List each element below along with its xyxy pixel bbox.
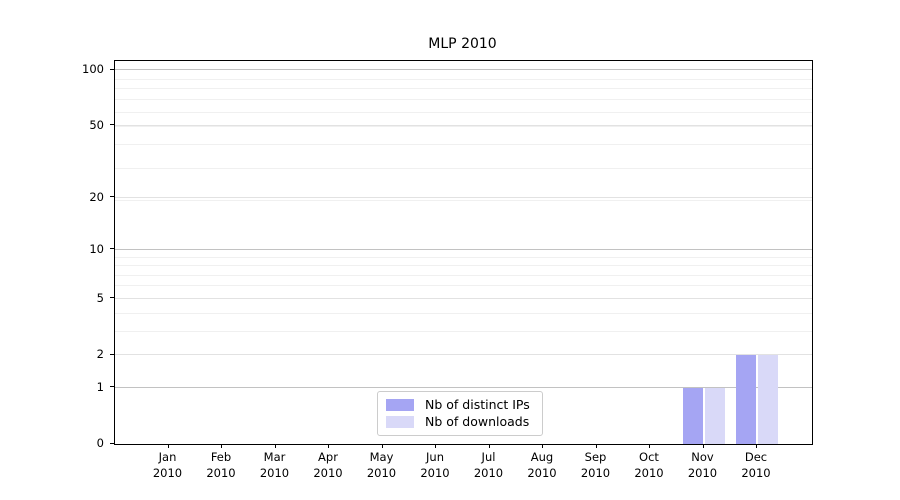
x-tick-month: Nov xyxy=(691,450,714,464)
bar-downloads xyxy=(758,355,778,444)
y-tick-mark xyxy=(110,196,114,197)
gridline xyxy=(115,330,812,332)
x-tick-mark xyxy=(221,444,222,448)
gridline xyxy=(115,248,812,250)
x-tick-mark xyxy=(702,444,704,448)
bar-downloads xyxy=(704,387,725,444)
chart-title: MLP 2010 xyxy=(428,36,497,52)
y-tick-label: 1 xyxy=(96,379,104,394)
x-tick-month: Feb xyxy=(210,450,232,464)
gridline xyxy=(115,297,812,299)
x-tick-year: 2010 xyxy=(527,466,557,480)
x-tick-label: Apr 2010 xyxy=(298,449,358,481)
x-tick-label: Dec 2010 xyxy=(726,449,786,481)
x-tick-year: 2010 xyxy=(206,466,236,480)
y-tick-mark xyxy=(110,68,114,70)
x-tick-month: Jun xyxy=(426,450,444,464)
gridline xyxy=(115,111,812,113)
gridline xyxy=(115,126,812,128)
x-tick-year: 2010 xyxy=(259,466,290,480)
x-tick-mark xyxy=(542,444,543,448)
gridline xyxy=(115,78,812,80)
x-tick-year: 2010 xyxy=(366,466,397,480)
x-tick-year: 2010 xyxy=(473,466,504,480)
gridline xyxy=(115,285,812,287)
y-tick-label: 2 xyxy=(96,347,104,362)
y-tick-label: 50 xyxy=(89,117,104,132)
y-tick-label: 10 xyxy=(89,241,104,256)
gridline xyxy=(115,88,812,90)
gridline xyxy=(115,312,812,314)
x-tick-month: Jan xyxy=(158,450,177,464)
gridline xyxy=(115,256,812,258)
x-tick-label: Mar 2010 xyxy=(245,449,305,481)
x-tick-year: 2010 xyxy=(420,466,450,480)
x-tick-month: Oct xyxy=(639,450,659,464)
x-tick-label: May 2010 xyxy=(352,449,412,481)
y-tick-label: 0 xyxy=(96,436,104,450)
x-tick-month: Apr xyxy=(318,450,338,464)
x-tick-mark xyxy=(756,444,757,448)
gridline xyxy=(115,200,812,202)
x-tick-month: May xyxy=(369,450,394,464)
x-tick-month: Jul xyxy=(481,450,496,464)
x-tick-label: Jul 2010 xyxy=(459,449,519,481)
gridline xyxy=(115,124,812,126)
bar-distinct-ips xyxy=(736,355,756,444)
x-tick-mark xyxy=(328,444,329,448)
x-tick-mark xyxy=(167,444,169,448)
gridline xyxy=(115,196,812,198)
legend-label-downloads: Nb of downloads xyxy=(425,414,530,429)
x-tick-label: Aug 2010 xyxy=(512,449,572,481)
y-tick-label: 100 xyxy=(82,62,104,77)
x-tick-mark xyxy=(274,444,276,448)
gridline xyxy=(115,99,812,101)
x-tick-mark xyxy=(595,444,597,448)
y-tick-label: 20 xyxy=(89,189,104,204)
x-tick-label: Jun 2010 xyxy=(405,449,465,481)
x-tick-label: Nov 2010 xyxy=(673,449,733,481)
legend-swatch-distinct-ips xyxy=(386,399,414,411)
x-tick-year: 2010 xyxy=(741,466,771,480)
x-tick-label: Oct 2010 xyxy=(619,449,679,481)
x-tick-month: Dec xyxy=(744,450,768,464)
x-tick-month: Sep xyxy=(584,450,607,464)
gridline xyxy=(115,144,812,146)
y-tick-mark xyxy=(110,442,114,444)
y-tick-mark xyxy=(110,353,114,355)
x-tick-year: 2010 xyxy=(152,466,183,480)
x-tick-mark xyxy=(488,444,490,448)
y-tick-mark xyxy=(110,124,114,126)
y-tick-mark xyxy=(110,297,114,299)
gridline xyxy=(115,354,812,356)
x-tick-month: Aug xyxy=(530,450,554,464)
x-tick-mark xyxy=(435,444,436,448)
legend: Nb of distinct IPs Nb of downloads xyxy=(377,391,543,436)
legend-entry-distinct-ips: Nb of distinct IPs xyxy=(386,397,534,413)
gridline xyxy=(115,386,812,388)
x-tick-label: Sep 2010 xyxy=(566,449,626,481)
x-tick-month: Mar xyxy=(263,450,286,464)
bar-distinct-ips xyxy=(682,387,703,444)
legend-swatch-downloads xyxy=(386,416,414,428)
plot-area xyxy=(114,60,813,445)
x-tick-year: 2010 xyxy=(687,466,718,480)
gridline xyxy=(115,265,812,267)
x-tick-year: 2010 xyxy=(313,466,343,480)
gridline xyxy=(115,69,812,71)
x-tick-year: 2010 xyxy=(580,466,611,480)
y-tick-label: 5 xyxy=(96,290,104,305)
x-tick-label: Feb 2010 xyxy=(191,449,251,481)
gridline xyxy=(115,274,812,276)
gridline xyxy=(115,167,812,169)
y-tick-mark xyxy=(110,386,114,388)
x-tick-mark xyxy=(381,444,383,448)
legend-entry-downloads: Nb of downloads xyxy=(386,414,534,430)
x-tick-mark xyxy=(649,444,650,448)
legend-label-distinct-ips: Nb of distinct IPs xyxy=(425,397,530,412)
y-tick-mark xyxy=(110,248,114,250)
x-tick-label: Jan 2010 xyxy=(138,449,198,481)
x-tick-year: 2010 xyxy=(634,466,664,480)
